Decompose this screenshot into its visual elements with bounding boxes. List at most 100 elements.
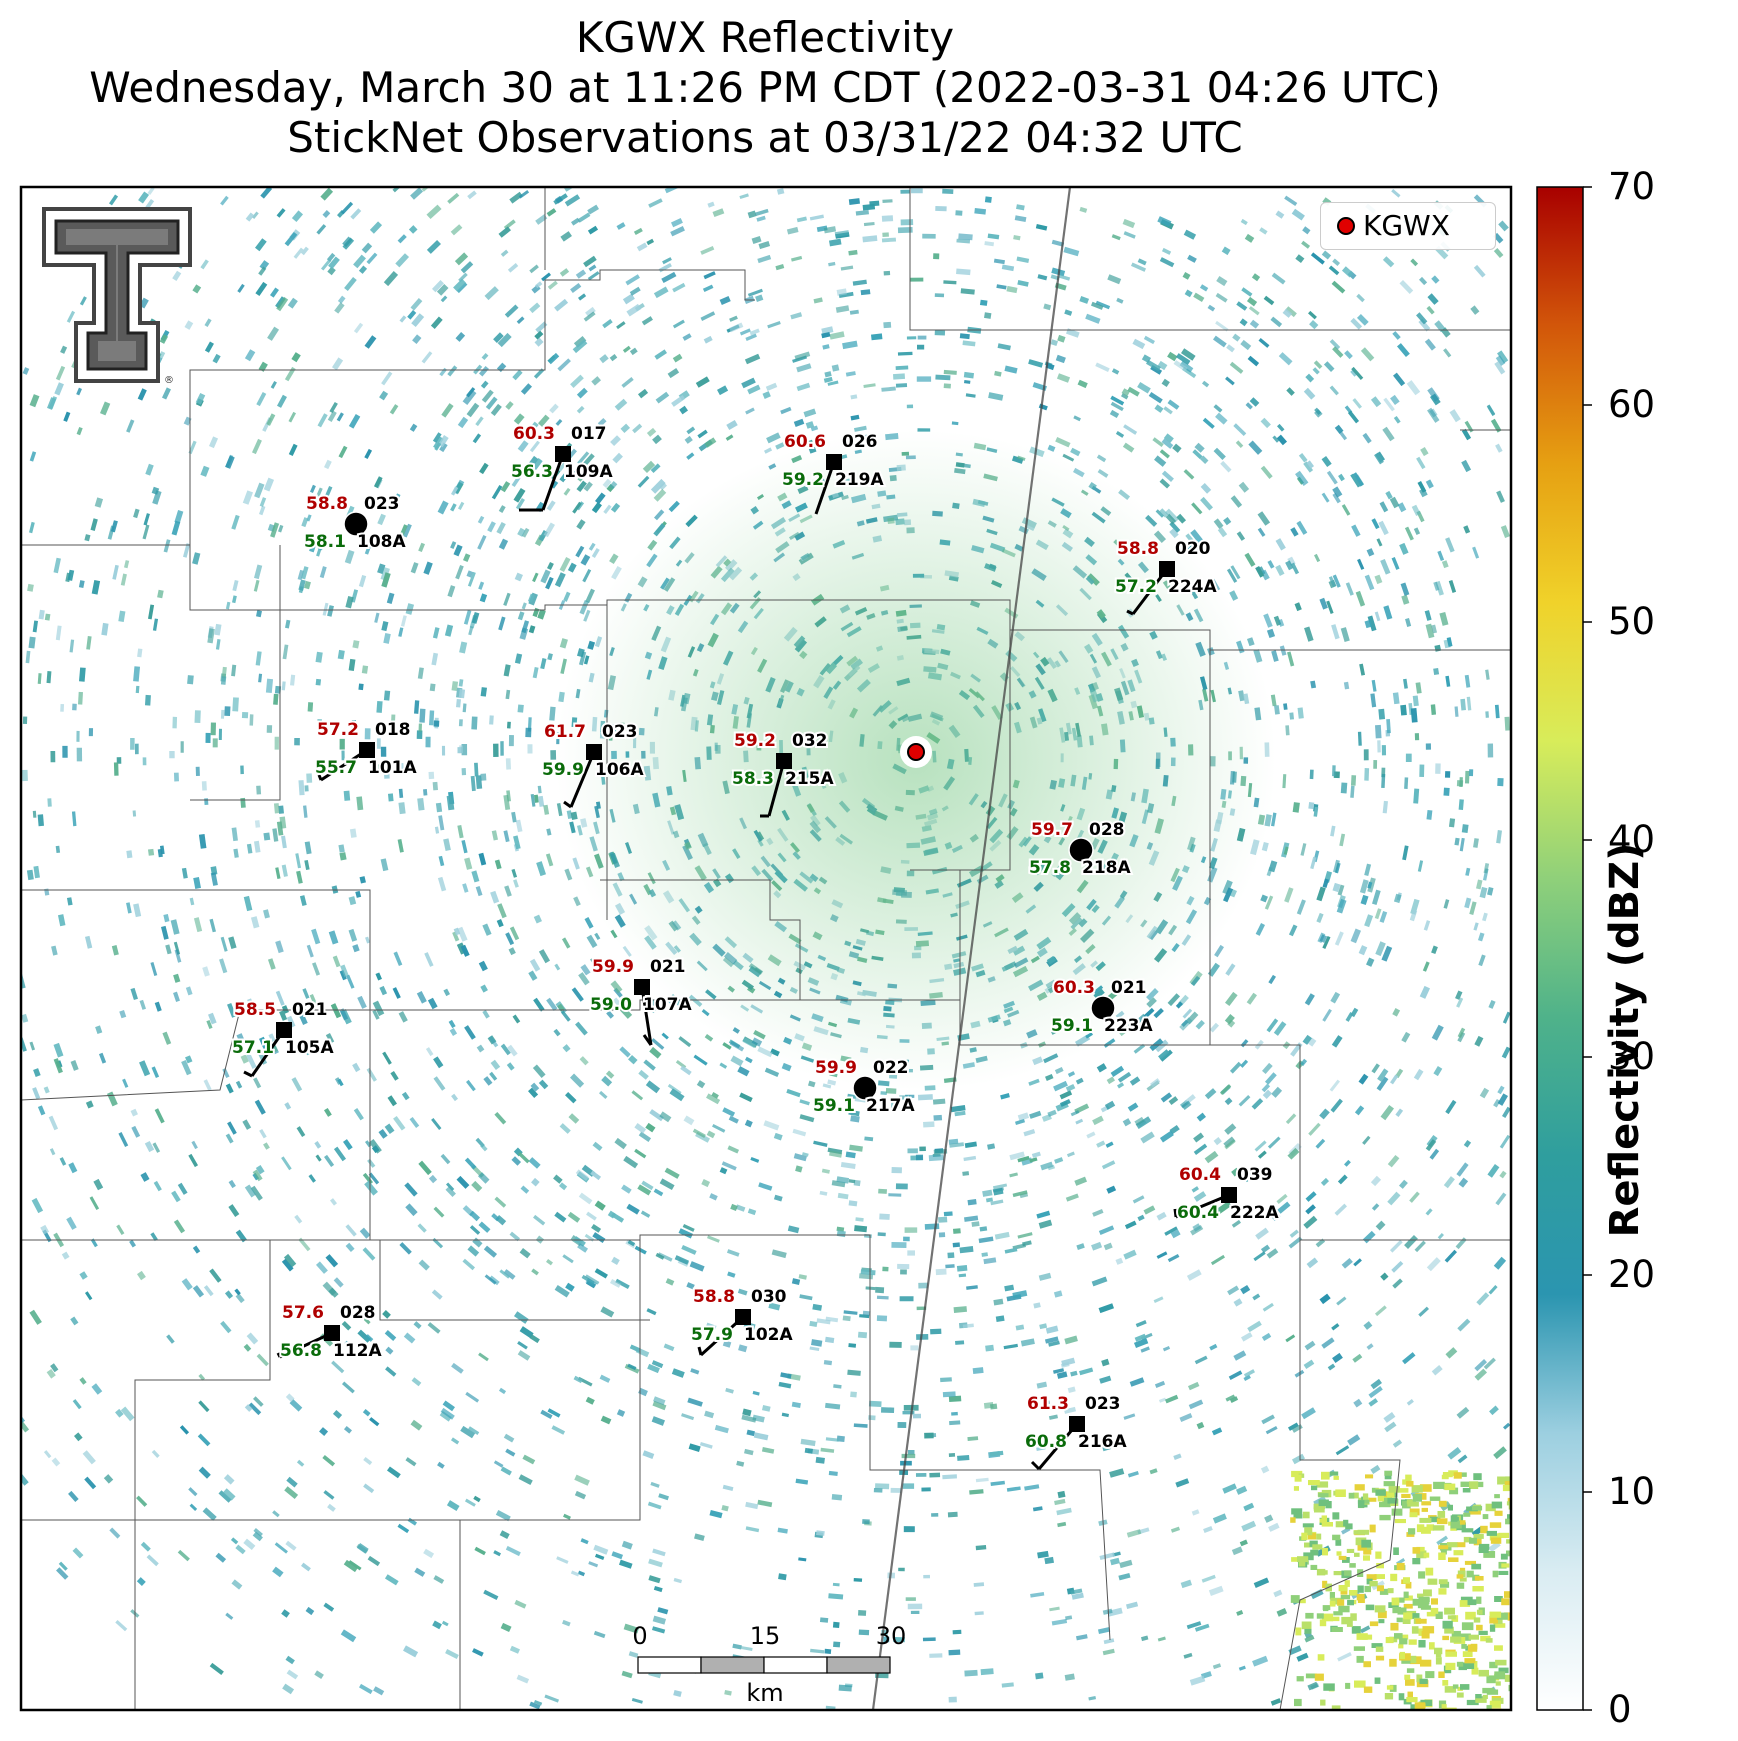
colorbar-tick-0: 0 [1608, 1688, 1632, 1731]
dewpoint-219A: 59.2 [782, 470, 824, 490]
temperature-107A: 59.9 [592, 957, 634, 977]
station-102A[interactable]: 58.8 030 57.9 102A [689, 1285, 795, 1357]
dewpoint-107A: 59.0 [590, 995, 632, 1015]
station-217A[interactable]: 59.9 022 59.1 217A [811, 1056, 917, 1118]
wind-barb-flag-107A [642, 1034, 653, 1046]
station-219A[interactable]: 60.6 026 59.2 219A [780, 430, 886, 515]
colorbar-tick-60: 60 [1608, 383, 1656, 426]
dewpoint-101A: 55.7 [315, 758, 357, 778]
dewpoint-108A: 58.1 [304, 532, 346, 552]
dewpoint-223A: 59.1 [1051, 1016, 1093, 1036]
station-101A[interactable]: 57.2 018 55.7 101A [313, 718, 419, 782]
wind-barb-flag-216A [1030, 1460, 1041, 1471]
station-id-218A: 218A [1082, 858, 1131, 878]
station-id-217A: 217A [866, 1096, 915, 1116]
sticknet-stations: 58.8 023 58.1 108A 60.3 017 56.3 109A 60.6 026 59.… [230, 422, 1281, 1471]
dewpoint-215A: 58.3 [732, 769, 774, 789]
station-marker-107A [634, 979, 650, 995]
temperature-222A: 60.4 [1179, 1165, 1221, 1185]
station-106A[interactable]: 61.7 023 59.9 106A [540, 720, 646, 809]
wind-direction-223A: 021 [1111, 978, 1147, 998]
wind-direction-222A: 039 [1237, 1165, 1273, 1185]
dewpoint-217A: 59.1 [813, 1096, 855, 1116]
temperature-106A: 61.7 [544, 722, 586, 742]
temperature-224A: 58.8 [1117, 539, 1159, 559]
station-marker-222A [1221, 1187, 1237, 1203]
temperature-217A: 59.9 [815, 1058, 857, 1078]
wind-direction-217A: 022 [873, 1058, 909, 1078]
wind-direction-112A: 028 [340, 1303, 376, 1323]
wind-direction-108A: 023 [364, 494, 400, 514]
station-218A[interactable]: 59.7 028 57.8 218A [1027, 818, 1133, 880]
wind-direction-218A: 028 [1089, 820, 1125, 840]
wind-direction-219A: 026 [842, 432, 878, 452]
legend-radar-label: KGWX [1363, 209, 1450, 242]
station-109A[interactable]: 60.3 017 56.3 109A [509, 422, 615, 512]
temperature-105A: 58.5 [234, 1000, 276, 1020]
wind-barb-flag-105A [243, 1070, 253, 1078]
calm-wind-circle-223A [1090, 995, 1116, 1021]
wind-direction-101A: 018 [375, 720, 411, 740]
scale-tick-30: 30 [875, 1622, 907, 1650]
station-id-222A: 222A [1230, 1203, 1279, 1223]
station-id-102A: 102A [744, 1325, 793, 1345]
colorbar-tick-50: 50 [1608, 600, 1656, 643]
map-frame [19, 185, 1513, 1712]
station-id-101A: 101A [368, 758, 417, 778]
title-line-1: KGWX Reflectivity [575, 13, 955, 62]
wind-direction-215A: 032 [792, 731, 828, 751]
temperature-216A: 61.3 [1027, 1394, 1069, 1414]
kgwx-radar-site[interactable] [907, 743, 925, 761]
wind-barb-109A [541, 453, 565, 511]
station-105A[interactable]: 58.5 021 57.1 105A [230, 998, 336, 1078]
calm-wind-circle-218A [1068, 837, 1094, 863]
colorbar-ticks [1583, 186, 1592, 1711]
station-id-215A: 215A [785, 769, 834, 789]
dewpoint-102A: 57.9 [691, 1325, 733, 1345]
station-marker-106A [586, 744, 602, 760]
dewpoint-216A: 60.8 [1025, 1432, 1067, 1452]
dewpoint-106A: 59.9 [542, 760, 584, 780]
wind-direction-102A: 030 [751, 1287, 787, 1307]
wind-direction-107A: 021 [650, 957, 686, 977]
scale-tick-0: 0 [632, 1622, 648, 1650]
station-223A[interactable]: 60.3 021 59.1 223A [1049, 976, 1155, 1038]
wind-barb-215A [767, 760, 786, 817]
wind-direction-106A: 023 [602, 722, 638, 742]
svg-text:®: ® [164, 375, 174, 386]
dewpoint-222A: 60.4 [1177, 1203, 1219, 1223]
wind-barb-flag-102A [697, 1346, 703, 1356]
station-marker-219A [826, 454, 842, 470]
temperature-102A: 58.8 [693, 1287, 735, 1307]
station-108A[interactable]: 58.8 023 58.1 108A [302, 492, 408, 554]
title-line-2: Wednesday, March 30 at 11:26 PM CDT (202… [89, 63, 1441, 112]
station-215A[interactable]: 59.2 032 58.3 215A [730, 729, 836, 818]
wind-direction-216A: 023 [1085, 1394, 1121, 1414]
station-marker-216A [1069, 1416, 1085, 1432]
station-112A[interactable]: 57.6 028 56.8 112A [276, 1301, 384, 1363]
station-id-107A: 107A [643, 995, 692, 1015]
station-id-105A: 105A [285, 1038, 334, 1058]
colorbar-tick-40: 40 [1608, 818, 1656, 861]
colorbar-tick-70: 70 [1608, 165, 1656, 208]
station-107A[interactable]: 59.9 021 59.0 107A [588, 955, 694, 1046]
wind-barb-flag-222A [1173, 1208, 1178, 1218]
station-id-224A: 224A [1168, 577, 1217, 597]
station-id-109A: 109A [564, 462, 613, 482]
station-id-216A: 216A [1078, 1432, 1127, 1452]
station-222A[interactable]: 60.4 039 60.4 222A [1173, 1163, 1281, 1225]
dewpoint-109A: 56.3 [511, 462, 553, 482]
map-legend: KGWX [1320, 202, 1496, 250]
temperature-223A: 60.3 [1053, 978, 1095, 998]
colorbar-tick-20: 20 [1608, 1253, 1656, 1296]
wind-barb-flag-106A [563, 800, 572, 809]
wind-barb-106A [569, 751, 596, 808]
county-boundaries [21, 187, 1511, 1710]
station-224A[interactable]: 58.8 020 57.2 224A [1113, 537, 1219, 616]
legend-radar-marker [1337, 217, 1355, 235]
station-216A[interactable]: 61.3 023 60.8 216A [1023, 1392, 1129, 1471]
station-marker-215A [776, 753, 792, 769]
temperature-112A: 57.6 [282, 1303, 324, 1323]
dewpoint-218A: 57.8 [1029, 858, 1071, 878]
